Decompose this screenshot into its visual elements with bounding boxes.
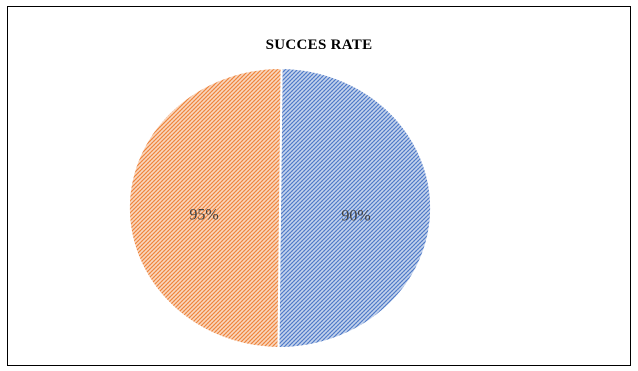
pie-slice-1: [127, 67, 283, 350]
chart-frame: SUCCES RATE 90% 95%: [7, 6, 631, 366]
pie-slice-0: [277, 66, 433, 349]
slice-label-1: 95%: [189, 206, 218, 223]
slice-label-0: 90%: [341, 208, 370, 225]
chart-title: SUCCES RATE: [265, 37, 373, 53]
pie-chart: 90% 95%: [127, 66, 433, 350]
